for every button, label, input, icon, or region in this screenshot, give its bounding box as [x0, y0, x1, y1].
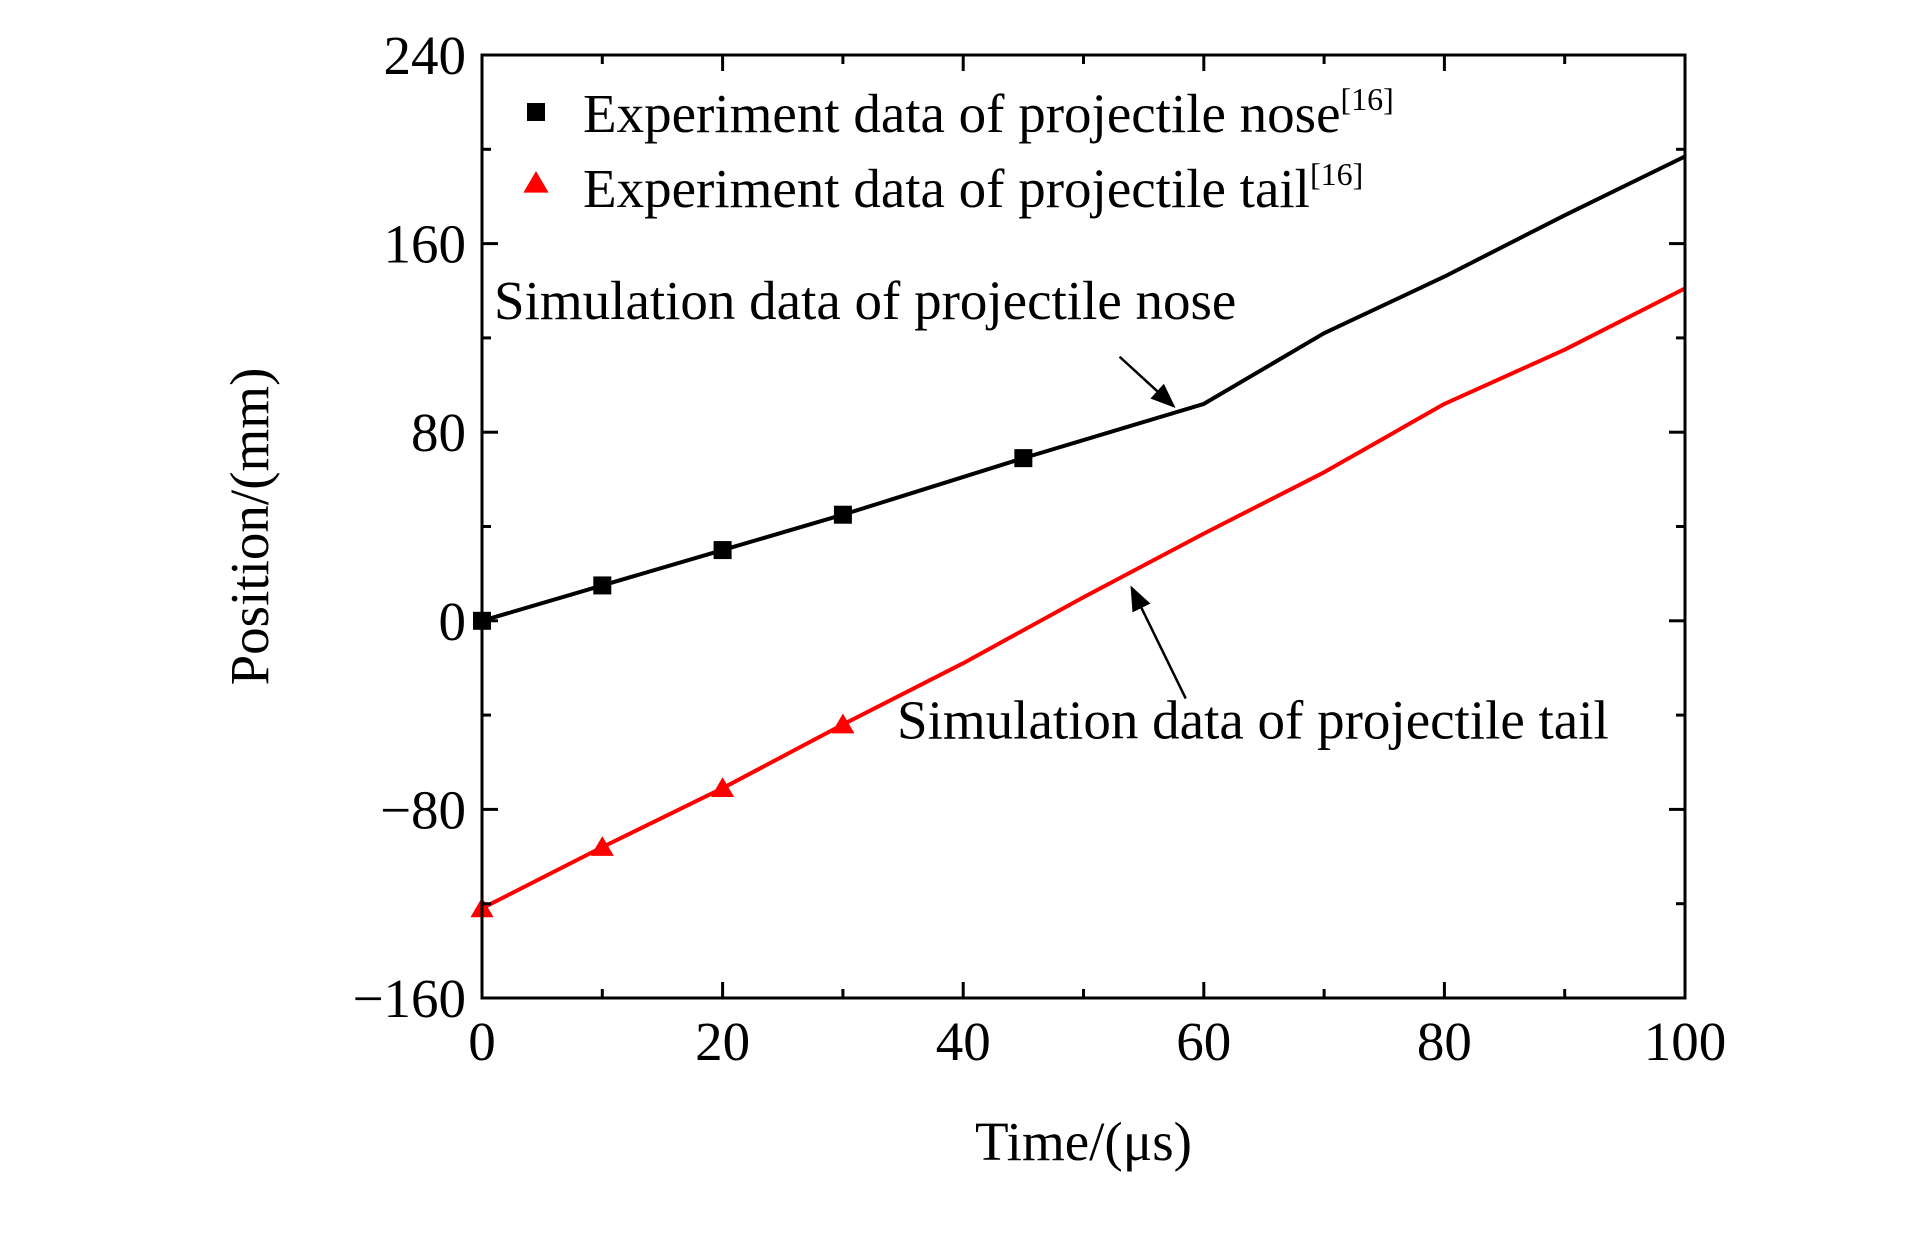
simulation-data-of-projectile-tail-line [481, 286, 1686, 911]
y-tick-label: 240 [384, 25, 467, 86]
experiment-data-of-projectile-nose-point [593, 576, 612, 595]
x-tick-label: 40 [936, 1011, 991, 1072]
legend-label-nose-text: Experiment data of projectile nose [583, 83, 1341, 144]
y-tick-label: 0 [439, 591, 467, 652]
legend-label-nose: Experiment data of projectile nose[16] [583, 81, 1394, 144]
y-axis-title: Position/(mm) [219, 368, 280, 686]
legend-marker-nose [527, 103, 545, 121]
x-tick-label: 0 [468, 1011, 496, 1072]
x-tick-label: 80 [1417, 1011, 1472, 1072]
experiment-data-of-projectile-nose-point [833, 505, 852, 524]
tick-labels: 0 20 40 60 80 100 −160 −80 0 80 160 240 [352, 25, 1726, 1072]
x-tick-label: 20 [695, 1011, 750, 1072]
simulation-data-of-projectile-nose-line [481, 154, 1686, 623]
experiment-data-of-projectile-tail-point [831, 713, 855, 734]
plot-series [470, 154, 1686, 918]
y-tick-label: −160 [352, 968, 466, 1029]
x-tick-label: 60 [1176, 1011, 1231, 1072]
y-tick-label: 160 [384, 214, 467, 275]
y-tick-label: −80 [380, 779, 466, 840]
axis-ticks [480, 53, 1687, 1000]
annotation-nose-label: Simulation data of projectile nose [494, 270, 1236, 331]
annotation-tail-arrow [1130, 585, 1187, 700]
legend-label-tail-text: Experiment data of projectile tail [583, 158, 1310, 219]
annotations: Simulation data of projectile nose Simul… [494, 270, 1609, 751]
x-tick-label: 100 [1644, 1011, 1727, 1072]
annotation-nose-arrow [1118, 355, 1176, 408]
legend: Experiment data of projectile nose[16] E… [523, 81, 1394, 219]
experiment-data-of-projectile-tail-point [711, 777, 735, 797]
experiment-data-of-projectile-nose-point [1014, 449, 1033, 468]
legend-label-nose-citation: [16] [1341, 81, 1394, 117]
legend-label-tail-citation: [16] [1310, 156, 1363, 192]
legend-label-tail: Experiment data of projectile tail[16] [583, 156, 1363, 219]
x-axis-title: Time/(μs) [975, 1111, 1192, 1172]
y-tick-label: 80 [411, 402, 466, 463]
experiment-data-of-projectile-tail-point [590, 836, 614, 856]
annotation-tail-label: Simulation data of projectile tail [897, 690, 1609, 751]
experiment-data-of-projectile-nose-point [713, 541, 732, 560]
legend-marker-tail [523, 171, 549, 193]
